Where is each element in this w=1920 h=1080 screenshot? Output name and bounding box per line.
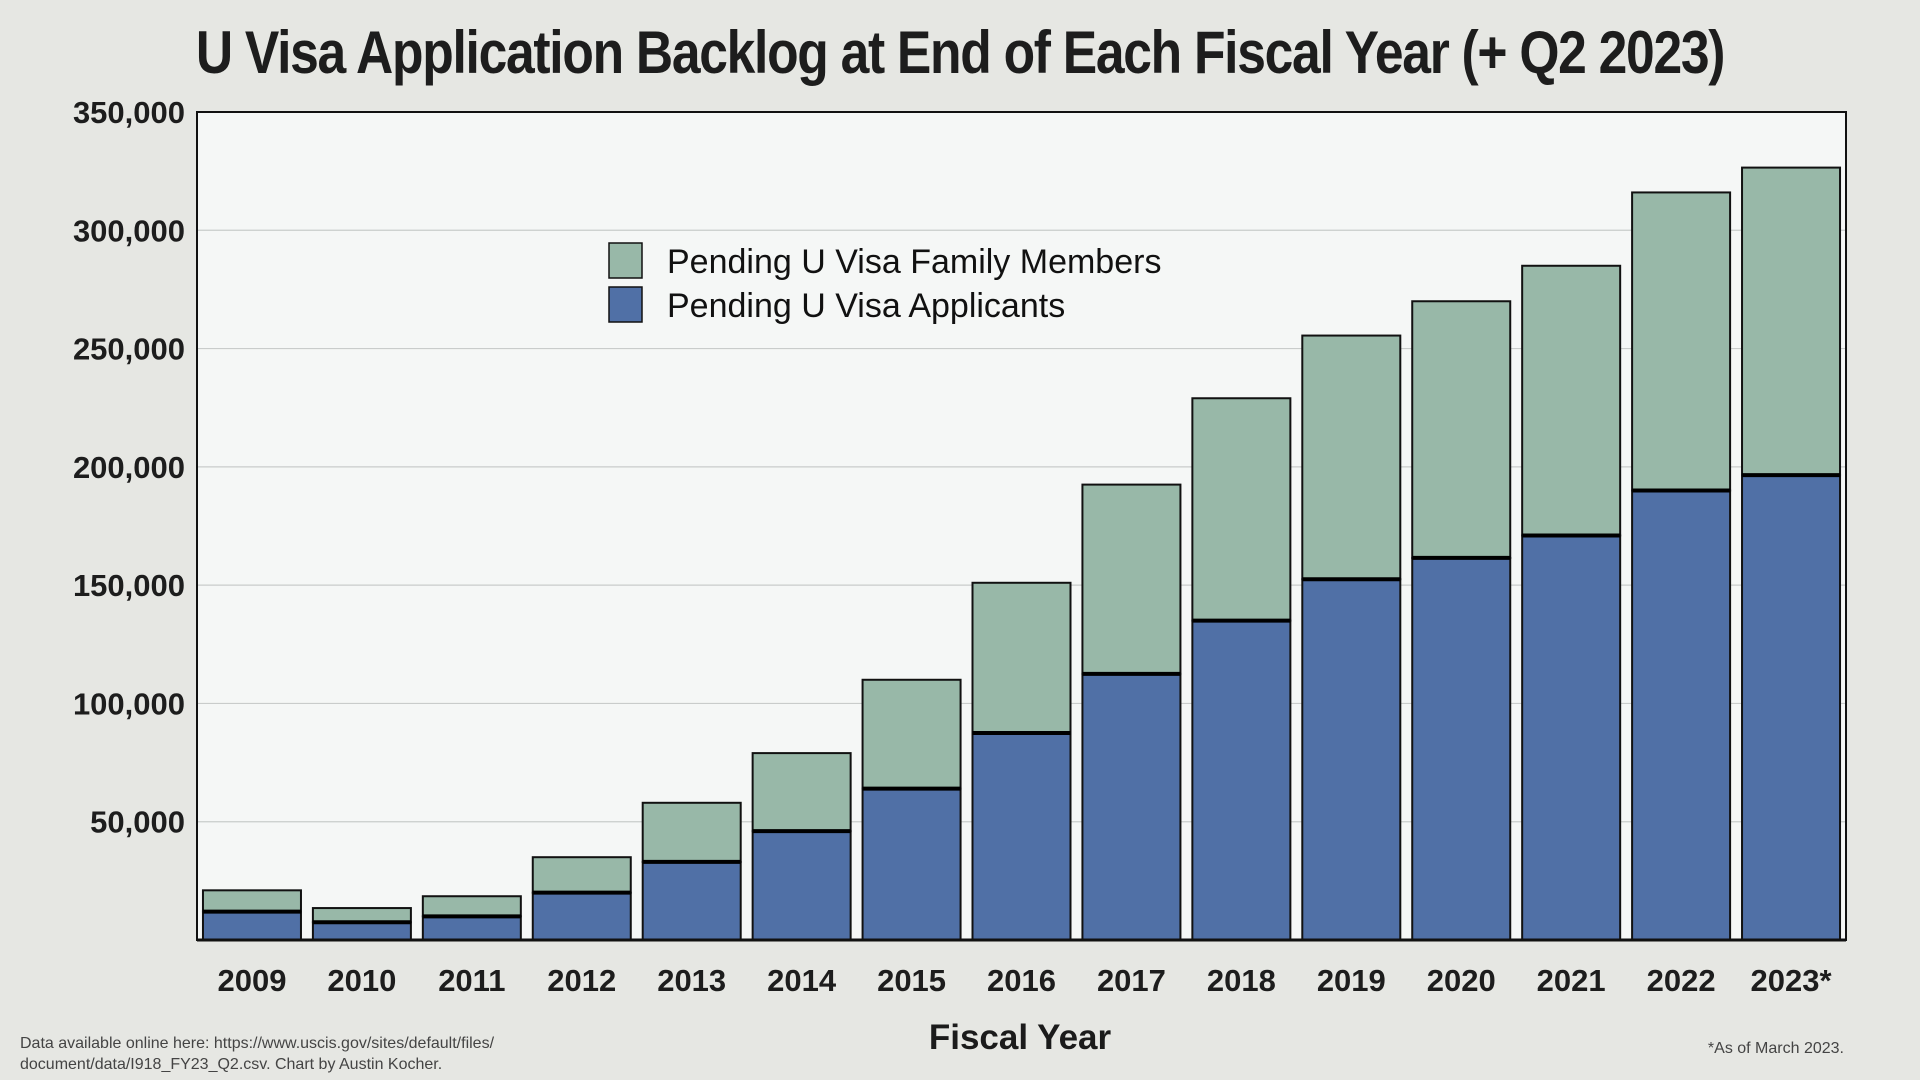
source-note: Data available online here: https://www.… xyxy=(20,1033,640,1075)
bar-applicants xyxy=(531,891,632,942)
bar-applicants xyxy=(311,921,412,941)
bar-family-members xyxy=(1521,264,1622,537)
bar-family-members xyxy=(1301,334,1402,581)
legend-swatch xyxy=(608,242,643,279)
bar-family-members xyxy=(421,895,522,918)
bar-applicants xyxy=(1081,672,1182,941)
bar-family-members xyxy=(971,581,1072,735)
bar-family-members xyxy=(201,889,302,913)
bar-applicants xyxy=(971,732,1072,941)
y-tick-label: 50,000 xyxy=(90,805,185,840)
plot-area: 50,000 100,000 150,000 200,000 250,000 300,00… xyxy=(73,95,1847,998)
y-tick-label: 200,000 xyxy=(73,450,185,485)
x-tick-label: 2010 xyxy=(327,963,396,998)
y-tick-label: 150,000 xyxy=(73,568,185,603)
legend-label: Pending U Visa Family Members xyxy=(667,243,1161,281)
x-tick-label: 2015 xyxy=(877,963,946,998)
bar-applicants xyxy=(1411,556,1512,941)
bar-applicants xyxy=(641,860,742,942)
bar-applicants xyxy=(1301,578,1402,941)
bar-applicants xyxy=(861,787,962,942)
x-tick-label: 2020 xyxy=(1427,963,1496,998)
x-tick-label: 2011 xyxy=(438,963,505,998)
bar-family-members xyxy=(1411,300,1512,559)
x-tick-label: 2013 xyxy=(657,963,726,998)
bar-family-members xyxy=(1081,483,1182,675)
bar-family-members xyxy=(641,801,742,863)
x-tick-label: 2021 xyxy=(1537,963,1606,998)
footnote: *As of March 2023. xyxy=(1707,1040,1844,1057)
source-note-line-2: document/data/I918_FY23_Q2.csv. Chart by… xyxy=(20,1056,443,1073)
y-tick-label: 250,000 xyxy=(73,332,185,367)
x-tick-label: 2012 xyxy=(547,963,616,998)
bar-family-members xyxy=(1191,397,1292,622)
bar-family-members xyxy=(531,856,632,894)
bar-applicants xyxy=(421,915,522,941)
x-tick-label: 2014 xyxy=(767,963,837,998)
bar-family-members xyxy=(311,907,412,924)
x-tick-label: 2022 xyxy=(1647,963,1716,998)
bar-family-members xyxy=(1741,166,1842,477)
x-tick-label: 2018 xyxy=(1207,963,1276,998)
bar-applicants xyxy=(201,910,302,942)
y-tick-label: 100,000 xyxy=(73,686,185,721)
x-tick-label: 2023* xyxy=(1751,963,1833,998)
bar-applicants xyxy=(1741,474,1842,941)
bar-applicants xyxy=(751,830,852,941)
x-tick-label: 2019 xyxy=(1317,963,1386,998)
legend-swatch xyxy=(608,286,643,323)
bar-applicants xyxy=(1191,619,1292,942)
x-tick-label: 2017 xyxy=(1097,963,1166,998)
bar-family-members xyxy=(861,678,962,790)
x-tick-label: 2009 xyxy=(217,963,286,998)
source-note-line-1: Data available online here: https://www.… xyxy=(20,1035,495,1052)
chart-title: U Visa Application Backlog at End of Eac… xyxy=(195,19,1726,86)
legend-label: Pending U Visa Applicants xyxy=(667,287,1065,325)
bar-family-members xyxy=(751,752,852,833)
x-tick-label: 2016 xyxy=(987,963,1056,998)
bar-family-members xyxy=(1631,191,1732,492)
y-tick-label: 350,000 xyxy=(73,95,185,130)
x-axis-title: Fiscal Year xyxy=(928,1018,1112,1057)
y-tick-label: 300,000 xyxy=(73,213,185,248)
bar-applicants xyxy=(1521,534,1622,941)
bar-applicants xyxy=(1631,489,1732,941)
